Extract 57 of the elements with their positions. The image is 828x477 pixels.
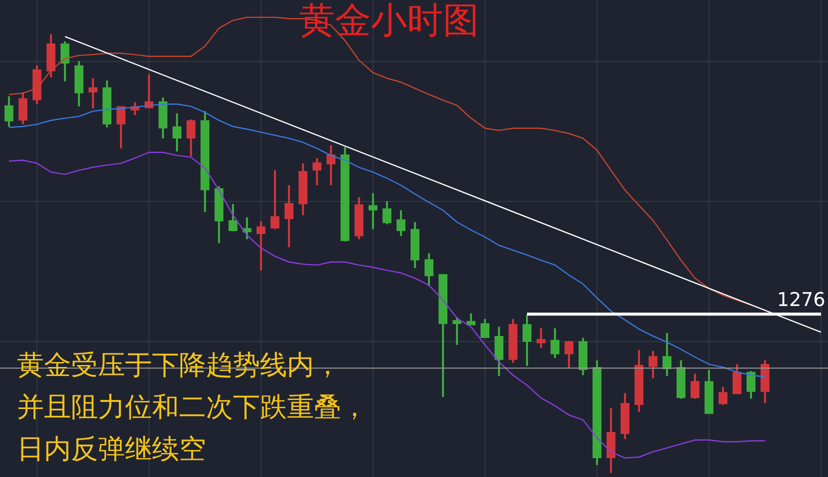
candlestick xyxy=(46,33,56,78)
candlestick xyxy=(410,221,420,270)
candlestick xyxy=(32,64,42,106)
candlestick xyxy=(130,101,140,116)
candlestick xyxy=(284,184,294,248)
candlestick xyxy=(718,386,728,406)
candlestick xyxy=(396,209,406,238)
candlestick xyxy=(186,118,196,158)
candlestick xyxy=(18,91,28,126)
candlestick xyxy=(550,327,560,360)
candlestick xyxy=(760,359,770,404)
candlestick xyxy=(200,110,210,213)
candlestick xyxy=(592,359,602,466)
candlestick xyxy=(438,273,448,398)
candlestick xyxy=(102,79,112,128)
candlestick xyxy=(648,350,658,380)
candlestick xyxy=(452,316,462,346)
candlestick xyxy=(326,144,336,186)
candlestick xyxy=(270,169,280,230)
candlestick xyxy=(606,407,616,474)
candlestick xyxy=(228,203,238,232)
candlestick xyxy=(382,200,392,226)
annotation: 并且阻力位和二次下跌重叠， xyxy=(17,392,368,423)
candlestick xyxy=(354,196,364,240)
candlestick xyxy=(88,77,98,110)
candlestick xyxy=(172,112,182,152)
candlestick xyxy=(4,95,14,128)
candlestick xyxy=(368,192,378,230)
candlestick xyxy=(662,332,672,377)
candlestick xyxy=(298,162,308,216)
candlestick xyxy=(312,157,322,186)
candlestick xyxy=(536,327,546,349)
candlestick xyxy=(60,40,70,82)
candlestick xyxy=(732,363,742,394)
annotation: 日内反弹继续空 xyxy=(17,434,206,465)
candlestick xyxy=(214,185,224,244)
candlestick xyxy=(256,220,266,272)
candlestick xyxy=(74,60,84,108)
candlestick xyxy=(746,370,756,400)
candlestick xyxy=(564,340,574,370)
candlestick xyxy=(116,105,126,150)
candlestick xyxy=(158,96,168,140)
candlestick xyxy=(634,349,644,413)
candlestick xyxy=(508,318,518,364)
candlestick xyxy=(620,392,630,440)
candlestick xyxy=(466,312,476,326)
candlestick xyxy=(676,359,686,400)
candlestick xyxy=(340,146,350,242)
candlestick xyxy=(242,216,252,240)
series-label: 1276 xyxy=(777,289,826,311)
candlestick xyxy=(690,372,700,400)
candlestick xyxy=(522,314,532,367)
candlestick xyxy=(578,336,588,376)
candlestick xyxy=(480,318,490,338)
candlestick xyxy=(704,368,714,414)
candlestick xyxy=(424,252,434,288)
candlestick xyxy=(494,326,504,377)
